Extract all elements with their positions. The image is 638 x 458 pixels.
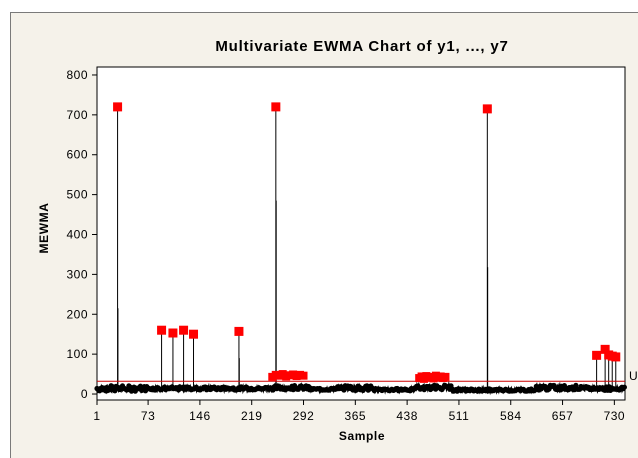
out-of-control-point	[271, 102, 281, 112]
y-tick-label: 700	[66, 108, 88, 122]
out-of-control-point	[592, 350, 602, 360]
x-axis-title: Sample	[339, 429, 385, 443]
x-tick-label: 584	[500, 409, 522, 423]
x-tick-label: 219	[241, 409, 263, 423]
series-point	[621, 384, 628, 390]
x-tick-label: 438	[396, 409, 418, 423]
plot-area	[96, 66, 626, 401]
ucl-label: U	[629, 369, 638, 383]
out-of-control-point	[299, 371, 308, 380]
out-of-control-point	[168, 328, 178, 338]
out-of-control-point	[441, 372, 450, 381]
out-of-control-point	[611, 352, 621, 362]
y-tick-label: 500	[66, 188, 88, 202]
y-tick-label: 0	[81, 387, 88, 401]
out-of-control-point	[157, 325, 167, 335]
y-tick-label: 100	[66, 347, 88, 361]
x-tick-label: 146	[189, 409, 211, 423]
y-tick-label: 800	[66, 68, 88, 82]
x-tick-label: 365	[345, 409, 367, 423]
x-tick-label: 1	[93, 409, 100, 423]
x-tick-label: 730	[604, 409, 626, 423]
y-tick-label: 400	[66, 227, 88, 241]
out-of-control-point	[600, 344, 610, 354]
y-tick-label: 600	[66, 148, 88, 162]
x-tick-label: 292	[293, 409, 315, 423]
y-tick-label: 200	[66, 307, 88, 321]
out-of-control-point	[234, 326, 244, 336]
x-tick-label: 73	[141, 409, 155, 423]
y-axis-title: MEWMA	[37, 203, 51, 254]
out-of-control-point	[482, 104, 492, 114]
x-tick-label: 657	[552, 409, 574, 423]
out-of-control-point	[179, 325, 189, 335]
chart-title: Multivariate EWMA Chart of y1, ..., y7	[215, 38, 508, 55]
x-tick-label: 511	[449, 409, 470, 423]
y-tick-label: 300	[66, 267, 88, 281]
out-of-control-point	[113, 102, 123, 112]
out-of-control-point	[189, 329, 199, 339]
